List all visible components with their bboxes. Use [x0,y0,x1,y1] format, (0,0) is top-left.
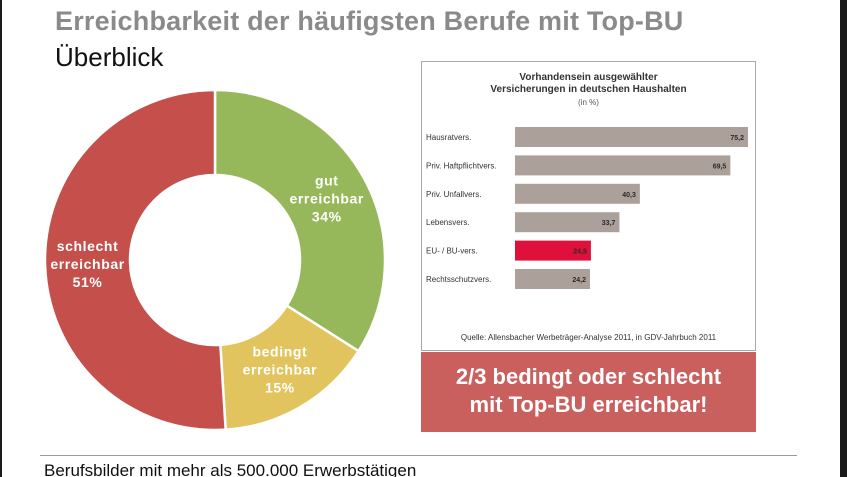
page-title: Erreichbarkeit der häufigsten Berufe mit… [55,6,684,36]
bar-category-5: Rechtsschutzvers. [426,275,491,284]
slide-border-right [840,0,847,477]
bar-category-2: Priv. Unfallvers. [426,190,481,199]
donut-chart: gut erreichbar 34% bedingt erreichbar 15% schl… [43,88,387,432]
bar-value-4: 24,5 [573,249,587,256]
bar-value-5: 24,2 [572,277,586,284]
donut-label-2-0: schlecht [57,238,119,254]
donut-slice-2 [43,88,228,432]
bar-chart-unit: (in %) [578,98,599,107]
bar-chart-title-line-1: Vorhandensein ausgewählter [519,72,658,83]
bar-value-3: 33,7 [602,220,616,227]
footer-text: Berufsbilder mit mehr als 500.000 Erwerb… [44,461,417,477]
bar-chart-source: Quelle: Allensbacher Werbeträger-Analyse… [460,333,717,342]
page-subtitle: Überblick [55,42,164,72]
bar-value-2: 40,3 [622,192,636,199]
bar-chart: Hausratvers. 75,2 Priv. Haftpflichtvers. 69… [426,127,748,289]
donut-label-0-2: 34% [312,209,342,225]
donut-label-0-0: gut [315,173,339,189]
bar-0 [515,127,748,147]
bar-value-1: 69,5 [713,163,727,170]
bar-2 [515,183,640,204]
bar-chart-title: Vorhandensein ausgewählter Versicherunge… [422,72,755,96]
bar-category-1: Priv. Haftpflichtvers. [426,161,497,170]
bar-5 [515,269,590,289]
bar-value-0: 75,2 [730,135,744,142]
bar-category-4: EU- / BU-vers. [426,247,478,256]
slide-border-left [0,0,2,477]
donut-label-2-2: 51% [73,274,103,290]
bar-3 [515,212,620,233]
bar-1 [515,155,731,176]
bar-4 [515,240,591,261]
bar-chart-panel: Vorhandensein ausgewählter Versicherunge… [421,61,756,351]
donut-label-1-2: 15% [265,380,295,396]
footer-divider [40,455,797,456]
callout-line-2: mit Top-BU erreichbar! [469,392,708,417]
bar-category-0: Hausratvers. [426,133,471,142]
callout-line-1: 2/3 bedingt oder schlecht [455,364,722,389]
bar-chart-title-line-2: Versicherungen in deutschen Haushalten [490,84,687,95]
donut-slice-0 [213,88,387,353]
donut-label-2-1: erreichbar [50,256,124,272]
bar-category-3: Lebensvers. [426,218,470,227]
donut-label-0-1: erreichbar [289,191,363,207]
callout-box: 2/3 bedingt oder schlecht mit Top-BU err… [421,352,756,432]
donut-label-1-0: bedingt [253,344,308,360]
donut-label-1-1: erreichbar [243,362,317,378]
